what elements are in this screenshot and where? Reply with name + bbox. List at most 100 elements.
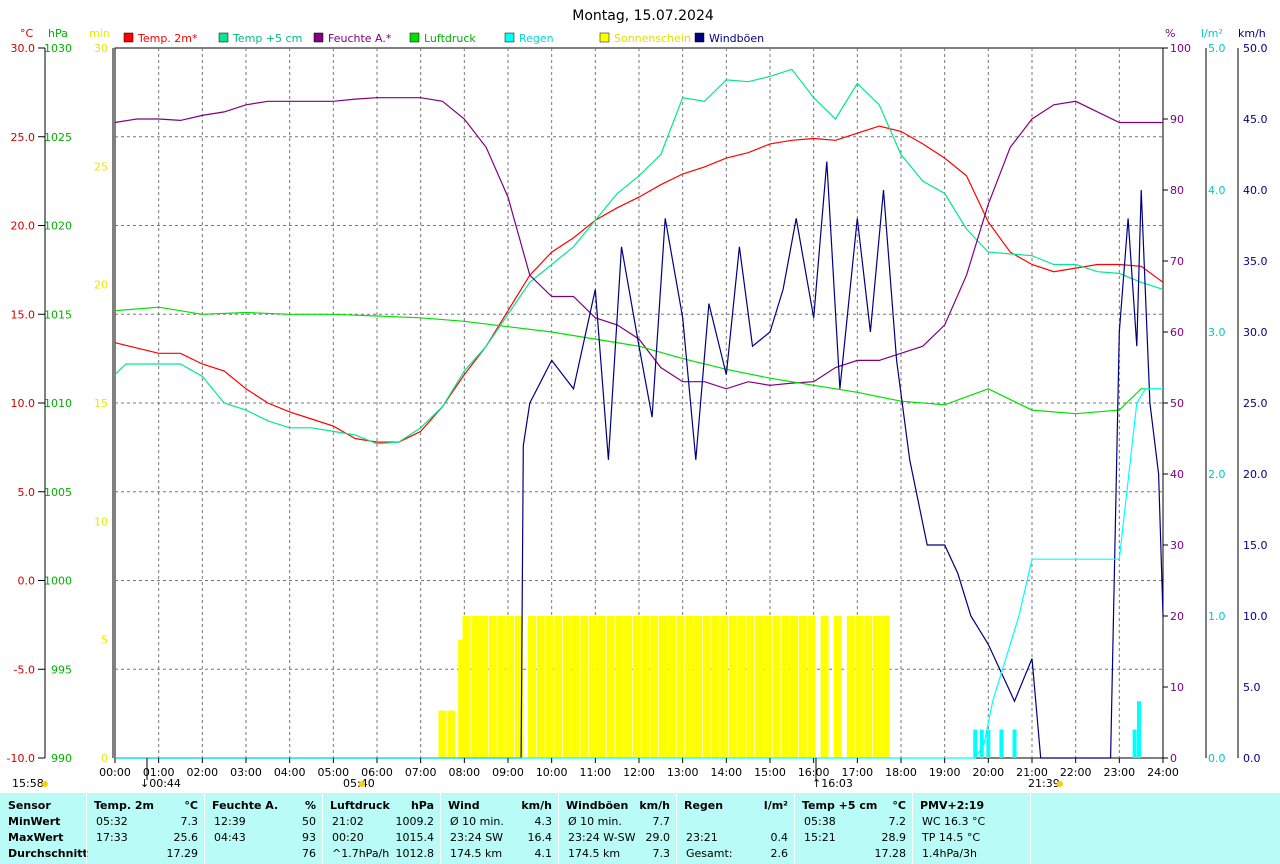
x-tick-label: 05:00 [317,766,349,779]
rain-axis-unit: l/m² [1201,27,1223,40]
humidity-tick-label: 100 [1170,42,1191,55]
row-label: Sensor [8,799,51,812]
temp-tick-label: 10.0 [11,397,36,410]
column-separator [676,793,677,864]
x-tick-label: 20:00 [972,766,1004,779]
cell-value: 7.3 [180,815,199,828]
sunshine-bar [597,616,606,758]
marker-min-label: ↓00:44 [140,777,181,790]
marker-max-label: ↑16:03 [812,777,853,790]
sunshine-bar [790,616,799,758]
cell-value: 2.6 [770,847,789,860]
humidity-tick-label: 10 [1170,681,1184,694]
cell-time: 1.4hPa/3h [922,847,978,860]
rain-tick-label: 1.0 [1208,610,1226,623]
sunshine-bar [554,616,563,758]
sunshine-bar [728,616,737,758]
x-tick-label: 15:00 [754,766,786,779]
x-tick-label: 17:00 [841,766,873,779]
sunshine-bar [781,616,790,758]
rain-bar [1132,729,1137,758]
cell-time: 04:43 [214,831,246,844]
rain-bar [979,729,984,758]
pressure-tick-label: 1000 [44,575,72,588]
column-unit: hPa [410,799,434,812]
cell-value: 16.4 [527,831,553,844]
cell-value: 0.4 [770,831,789,844]
x-tick-label: 02:00 [186,766,218,779]
rain-bar [1136,701,1141,758]
cell-time: 17:33 [96,831,128,844]
sunshine-bar [676,616,685,758]
legend-label: Temp +5 cm [232,32,302,45]
cell-value: 4.1 [534,847,553,860]
cell-value: 76 [302,847,316,860]
rain-bar [986,729,991,758]
pressure-tick-label: 1025 [44,131,72,144]
x-tick-label: 08:00 [448,766,480,779]
pressure-tick-label: 1010 [44,397,72,410]
cell-value: 28.9 [881,831,907,844]
rain-bar [973,729,978,758]
sunshine-bar [772,616,781,758]
sunshine-bar [438,710,447,758]
cell-time: Gesamt: [686,847,733,860]
cell-time: TP 14.5 °C [922,831,981,844]
legend: Temp. 2m* Temp +5 cm Feuchte A.* Luftdruck R… [123,32,764,45]
sunshine-bar [667,616,676,758]
sunshine-bars [438,616,890,758]
humidity-tick-label: 80 [1170,184,1184,197]
x-tick-label: 00:00 [99,766,131,779]
humidity-tick-label: 20 [1170,610,1184,623]
cell-time: 23:24 SW [450,831,504,844]
sunshine-bar [536,616,545,758]
temp-tick-label: -10.0 [7,752,35,765]
legend-label: Temp. 2m* [137,32,198,45]
cell-time: 00:20 [332,831,364,844]
column-header: Temp. 2m [94,799,154,812]
legend-label: Regen [519,32,554,45]
wind-axis-unit: km/h [1238,27,1266,40]
cell-value: 1009.2 [395,815,435,828]
rain-tick-label: 3.0 [1208,326,1226,339]
sunset-icon [1057,781,1063,787]
legend-swatch [694,32,705,43]
sun-tick-label: 15 [94,397,108,410]
cell-time: 174.5 km [450,847,503,860]
pressure-tick-label: 1020 [44,220,72,233]
legend-swatch [218,32,229,43]
x-tick-label: 16:00 [798,766,830,779]
sunshine-bar [528,616,537,758]
cell-time: 23:24 W-SW [568,831,636,844]
humidity-tick-label: 90 [1170,113,1184,126]
sunshine-bar [462,616,471,758]
cell-time: ^1.7hPa/h [332,847,390,860]
rain-bar [999,729,1004,758]
sun-tick-label: 10 [94,515,108,528]
line-temp-5-cm [114,68,1164,445]
row-label: Durchschnitt [8,847,88,860]
wind-tick-label: 45.0 [1243,113,1268,126]
column-header: Feuchte A. [212,799,279,812]
sunshine-bar [872,616,881,758]
column-separator [558,793,559,864]
pressure-tick-label: 1030 [44,42,72,55]
humidity-tick-label: 40 [1170,468,1184,481]
column-separator [912,793,913,864]
temp-tick-label: 25.0 [11,131,36,144]
legend-swatch [504,32,515,43]
legend-swatch [599,32,610,43]
sunshine-bar [641,616,650,758]
column-header: Luftdruck [330,799,390,812]
sunshine-bar [624,616,633,758]
sunshine-bar [659,616,668,758]
humidity-axis-unit: % [1165,27,1175,40]
sun-tick-label: 30 [94,42,108,55]
sunshine-bar [746,616,755,758]
rain-bar [1012,729,1017,758]
column-unit: °C [892,799,906,812]
line-regen [115,388,1163,759]
sunshine-bar [580,616,589,758]
sunrise-icon [359,781,365,787]
